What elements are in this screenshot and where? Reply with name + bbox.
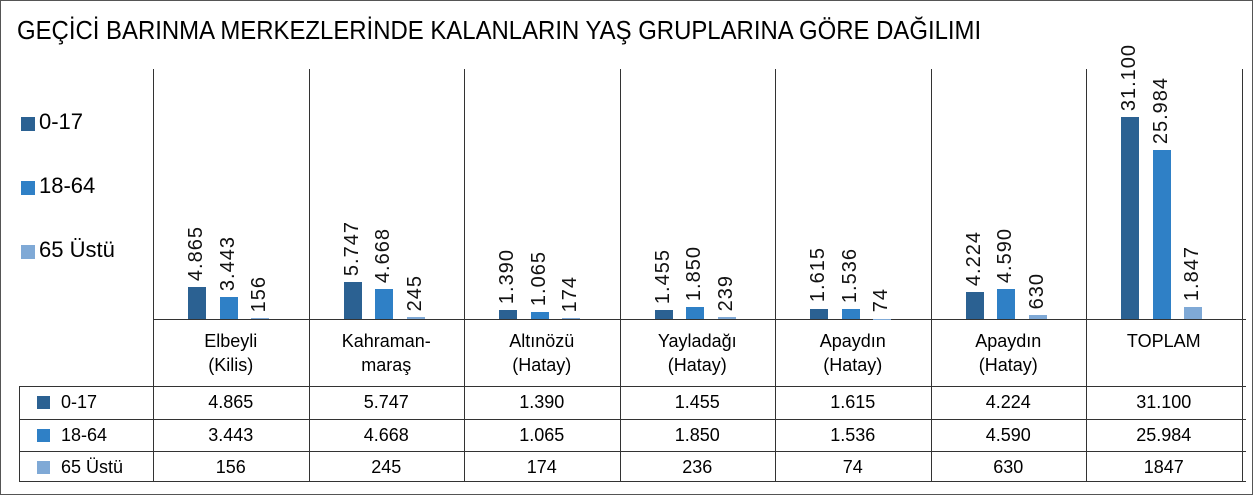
table-cell: 236 — [682, 457, 713, 477]
bar — [1184, 307, 1202, 319]
bar — [997, 289, 1015, 319]
legend-swatch — [37, 429, 50, 442]
grid-line — [19, 451, 1246, 452]
grid-line — [775, 69, 776, 481]
table-row-label: 0-17 — [61, 392, 98, 412]
bar — [1121, 117, 1139, 319]
bar — [717, 317, 736, 319]
table-cell: 5.747 — [363, 392, 409, 412]
legend-swatch — [37, 396, 50, 409]
table-row-label: 65 Üstü — [61, 457, 124, 477]
value-label: 74 — [870, 288, 892, 313]
value-label: 4.224 — [962, 230, 985, 286]
grid-line — [19, 386, 1246, 387]
bar — [343, 281, 362, 319]
bar — [562, 317, 580, 319]
value-label: 4.668 — [372, 227, 394, 283]
legend-swatch — [37, 461, 50, 474]
legend-label: 65 Üstü — [39, 237, 115, 262]
table-cell: 4.590 — [985, 425, 1031, 445]
value-label: 1.390 — [496, 248, 518, 304]
grid-line — [1241, 69, 1243, 481]
bar — [375, 288, 393, 319]
grid-line — [19, 419, 1246, 420]
grid-line — [153, 319, 1246, 320]
chart-title: GEÇİCİ BARINMA MERKEZLERİNDE KALANLARIN … — [17, 15, 982, 45]
bar — [686, 306, 704, 319]
grid-line — [19, 481, 1246, 482]
table-cell: 4.224 — [985, 392, 1031, 412]
bar — [251, 317, 269, 319]
table-cell: 1.390 — [519, 392, 565, 412]
grid-line — [1086, 69, 1087, 481]
grid-line — [619, 69, 621, 481]
legend-swatch — [21, 181, 35, 195]
category-label: Apaydın (Hatay) — [975, 331, 1042, 375]
bar — [654, 309, 673, 319]
bar — [530, 312, 549, 319]
table-cell: 3.443 — [208, 425, 254, 445]
table-cell: 1.065 — [519, 425, 565, 445]
value-label: 3.443 — [216, 235, 239, 291]
bar — [1152, 150, 1171, 319]
table-cell: 31.100 — [1136, 392, 1192, 412]
value-label: 1.850 — [683, 245, 705, 301]
table-cell: 4.668 — [363, 425, 409, 445]
grid-line — [153, 69, 154, 481]
value-label: 31.100 — [1118, 43, 1140, 111]
bar — [406, 317, 425, 319]
table-cell: 1.536 — [830, 425, 876, 445]
value-label: 1.065 — [527, 251, 550, 307]
grid-line — [930, 69, 932, 481]
bar — [965, 291, 984, 319]
value-label: 174 — [559, 275, 581, 312]
table-cell: 74 — [842, 457, 863, 477]
table-cell: 25.984 — [1136, 425, 1192, 445]
table-cell: 1.455 — [674, 392, 720, 412]
table-cell: 245 — [371, 457, 402, 477]
value-label: 5.747 — [340, 220, 363, 276]
table-cell: 156 — [215, 457, 246, 477]
legend-swatch — [21, 117, 35, 131]
grid-line — [308, 69, 310, 481]
value-label: 4.590 — [994, 228, 1016, 284]
category-label: TOPLAM — [1126, 331, 1201, 351]
table-cell: 174 — [526, 457, 557, 477]
table-row-label: 18-64 — [61, 425, 108, 445]
legend-label: 0-17 — [39, 109, 84, 134]
value-label: 25.984 — [1149, 77, 1172, 145]
category-label: Elbeyli (Kilis) — [204, 331, 258, 375]
table-cell: 1847 — [1143, 457, 1184, 477]
value-label: 245 — [403, 275, 426, 312]
value-label: 4.865 — [185, 226, 207, 282]
value-label: 1.615 — [807, 247, 829, 303]
grid-line — [464, 69, 465, 481]
table-cell: 4.865 — [208, 392, 254, 412]
category-label: Kahraman- maraş — [341, 331, 431, 375]
category-label: Altınözü (Hatay) — [509, 331, 575, 375]
value-label: 1.455 — [651, 248, 674, 304]
category-label: Yayladağı (Hatay) — [657, 331, 737, 375]
category-label: Apaydın (Hatay) — [819, 331, 886, 375]
value-label: 1.847 — [1181, 245, 1203, 302]
grid-line — [19, 386, 20, 481]
table-cell: 630 — [993, 457, 1024, 477]
value-label: 239 — [714, 275, 737, 312]
value-label: 1.536 — [838, 247, 861, 304]
bar — [188, 287, 206, 319]
table-cell: 1.615 — [830, 392, 876, 412]
value-label: 156 — [248, 275, 270, 312]
bar — [499, 309, 517, 319]
bar — [219, 296, 238, 319]
table-cell: 1.850 — [674, 425, 720, 445]
legend-label: 18-64 — [39, 173, 96, 198]
bar — [841, 309, 860, 319]
legend-swatch — [21, 245, 35, 259]
value-label: 630 — [1025, 272, 1048, 309]
bar — [1028, 314, 1047, 319]
bar — [810, 308, 828, 319]
